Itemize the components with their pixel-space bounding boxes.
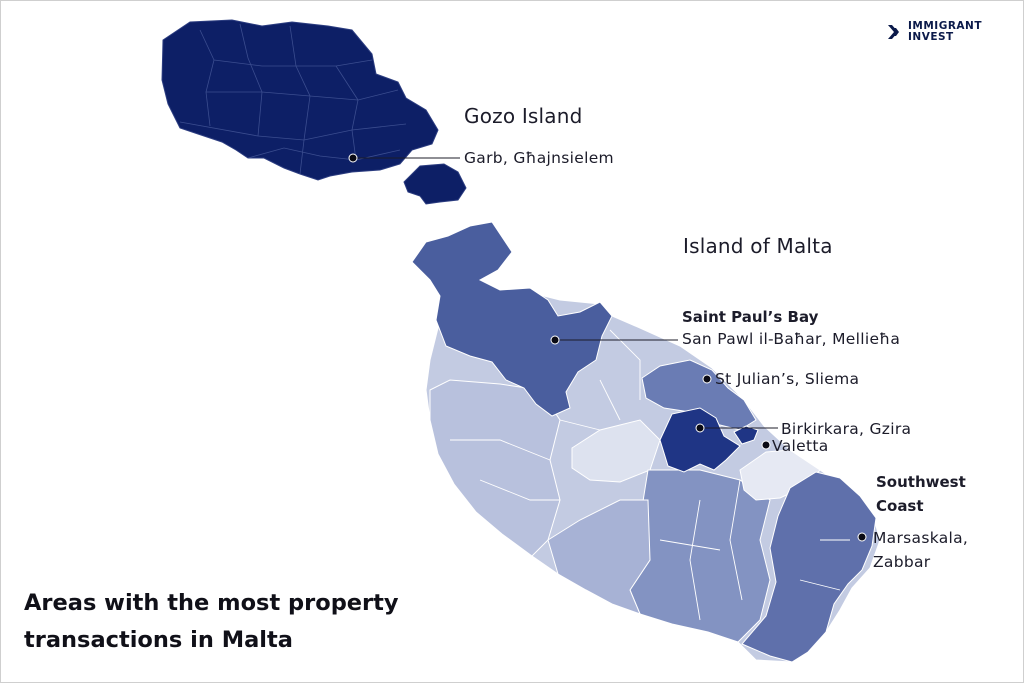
brand-line-1: IMMIGRANT (908, 20, 982, 32)
label-valetta: Valetta (772, 437, 829, 455)
brand-name: IMMIGRANT INVEST (908, 21, 982, 43)
malta-island-shape (411, 221, 881, 663)
birkirkara-region (659, 407, 741, 473)
marker-st-julians (702, 374, 712, 384)
malta-boundaries (450, 329, 850, 621)
gozo-boundaries (179, 23, 407, 175)
markers (348, 153, 867, 542)
marker-marsaskala (857, 532, 867, 542)
marker-birkirkara (695, 423, 705, 433)
map-caption: Areas with the most property transaction… (24, 585, 424, 659)
brand-logo[interactable]: IMMIGRANT INVEST (887, 21, 982, 43)
label-southwest-title-1: Southwest (876, 473, 966, 491)
valletta-peninsula (733, 425, 759, 445)
marker-valetta (761, 440, 771, 450)
south-medium-region (629, 469, 771, 643)
st-julians-region (641, 359, 757, 431)
caption-line-2: transactions in Malta (24, 627, 293, 653)
gozo-island-title: Gozo Island (464, 104, 583, 128)
gozo-main (161, 19, 439, 181)
marker-saint-pauls-bay (550, 335, 560, 345)
label-marsaskala-1: Marsaskala, (873, 529, 969, 547)
saint-pauls-bay-region (411, 221, 613, 417)
comino (403, 163, 467, 205)
southwest-light-region (547, 499, 651, 615)
chevron-double-right-icon (888, 25, 899, 39)
label-garb: Garb, Għajnsielem (464, 149, 614, 167)
caption-line-1: Areas with the most property (24, 590, 399, 616)
label-birkirkara: Birkirkara, Gzira (781, 420, 912, 438)
label-saint-pauls-bay-title: Saint Paul’s Bay (682, 308, 819, 326)
label-saint-pauls-bay: San Pawl il-Baħar, Mellieħa (682, 330, 901, 348)
southwest-coast-region (741, 471, 877, 663)
brand-line-2: INVEST (908, 31, 954, 43)
label-southwest-title-2: Coast (876, 497, 924, 515)
label-marsaskala-2: Zabbar (873, 553, 931, 571)
malta-island-title: Island of Malta (683, 234, 833, 258)
label-st-julians: St Julian’s, Sliema (715, 370, 860, 388)
gozo-island-shape (161, 19, 467, 205)
marker-garb (348, 153, 358, 163)
